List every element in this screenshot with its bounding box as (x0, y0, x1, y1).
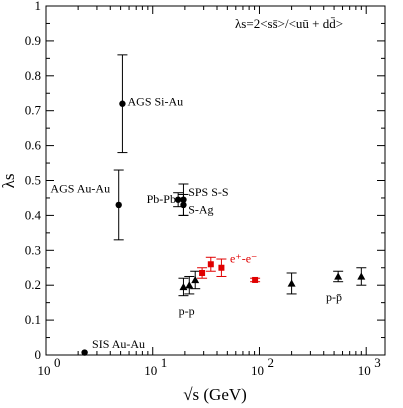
x-tick-label: 10 (358, 363, 371, 378)
data-point-circle (115, 201, 122, 209)
x-axis-label: √s (GeV) (183, 385, 247, 404)
data-point-square (218, 264, 225, 271)
x-tick-label: 10 (38, 363, 51, 378)
point-annotations: AGS Si-Au AGS Au-Au Pb-Pb SPS S-S S-Ag e⁺-e⁻ p… (50, 94, 342, 351)
data-points (81, 54, 367, 356)
data-point-circle (119, 100, 126, 107)
data-point-triangle (357, 272, 366, 280)
data-point-triangle (185, 281, 194, 289)
legend-formula: λs=2<ss̄>/<uū + dd̄> (235, 16, 343, 31)
y-tick-label: 0 (35, 347, 42, 362)
axis-ticks: 00.10.20.30.40.50.60.70.80.9110010110210… (25, 0, 385, 378)
x-tick-label: 10 (144, 363, 157, 378)
data-point-circle (174, 196, 182, 203)
data-point-circle (180, 201, 187, 209)
y-tick-label: 0.1 (25, 312, 41, 327)
y-tick-label: 0.9 (25, 33, 41, 48)
y-tick-label: 0.7 (25, 103, 42, 118)
data-point-triangle (191, 275, 200, 284)
point-annotation: p-p̄ (326, 290, 342, 304)
y-tick-label: 1 (35, 0, 42, 13)
data-point-triangle (287, 279, 296, 287)
x-tick-exponent: 3 (374, 355, 381, 370)
y-tick-label: 0.8 (25, 68, 41, 83)
data-point-square (252, 276, 259, 283)
point-annotation: S-Ag (188, 203, 213, 217)
point-annotation: SPS S-S (188, 185, 228, 199)
point-annotation: e⁺-e⁻ (230, 252, 257, 266)
point-annotation: SIS Au-Au (92, 337, 145, 351)
y-tick-label: 0.4 (25, 207, 42, 222)
y-tick-label: 0.2 (25, 277, 41, 292)
point-annotation: Pb-Pb (147, 192, 176, 206)
data-point-triangle (334, 272, 343, 280)
point-annotation: p-p (179, 304, 195, 318)
data-point-triangle (179, 282, 188, 291)
data-point-circle (81, 349, 88, 356)
point-annotation: AGS Si-Au (127, 94, 183, 108)
data-point-square (207, 261, 214, 268)
y-tick-label: 0.5 (25, 173, 41, 188)
y-tick-label: 0.6 (25, 138, 42, 153)
point-annotation: AGS Au-Au (50, 182, 110, 196)
y-axis-label: λs (0, 174, 18, 189)
x-tick-exponent: 2 (267, 355, 274, 370)
y-tick-label: 0.3 (25, 242, 41, 257)
x-tick-exponent: 0 (54, 355, 61, 370)
x-tick-label: 10 (251, 363, 264, 378)
x-tick-exponent: 1 (161, 355, 168, 370)
data-point-square (199, 269, 206, 276)
